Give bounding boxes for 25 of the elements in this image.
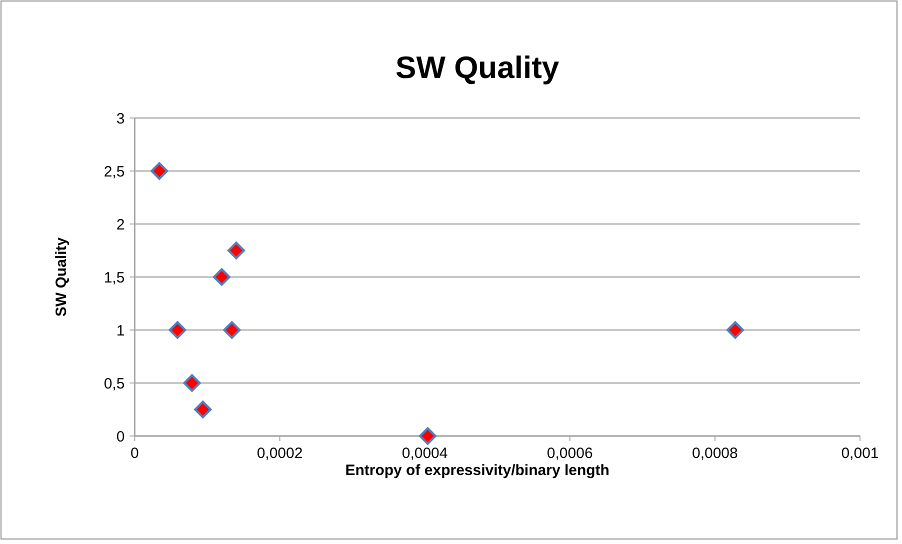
y-tick-label: 3 (116, 110, 125, 128)
x-tick-label: 0,0008 (692, 445, 738, 462)
x-tick-label: 0,0006 (546, 445, 593, 462)
x-tick-label: 0,001 (841, 445, 879, 462)
y-tick-label: 0 (116, 428, 125, 446)
chart-title: SW Quality (396, 50, 560, 85)
y-tick-label: 0,5 (104, 375, 125, 392)
x-tick-label: 0,0002 (256, 445, 303, 462)
point (212, 268, 231, 286)
point (726, 321, 744, 339)
y-tick-label: 2 (116, 216, 125, 234)
y-axis-title: SW Quality (53, 236, 70, 317)
y-tick-label: 1 (116, 322, 125, 340)
y-tick-label: 2,5 (104, 163, 125, 180)
point (418, 427, 436, 445)
point (168, 321, 186, 339)
point (223, 321, 241, 339)
x-tick-label: 0,0004 (402, 445, 448, 462)
x-axis-title: Entropy of expressivity/binary length (345, 462, 610, 479)
point (150, 162, 168, 180)
point (183, 374, 201, 392)
point (227, 242, 246, 260)
x-tick-label: 0 (130, 445, 139, 462)
y-tick-label: 1,5 (104, 269, 125, 286)
point (194, 400, 212, 418)
